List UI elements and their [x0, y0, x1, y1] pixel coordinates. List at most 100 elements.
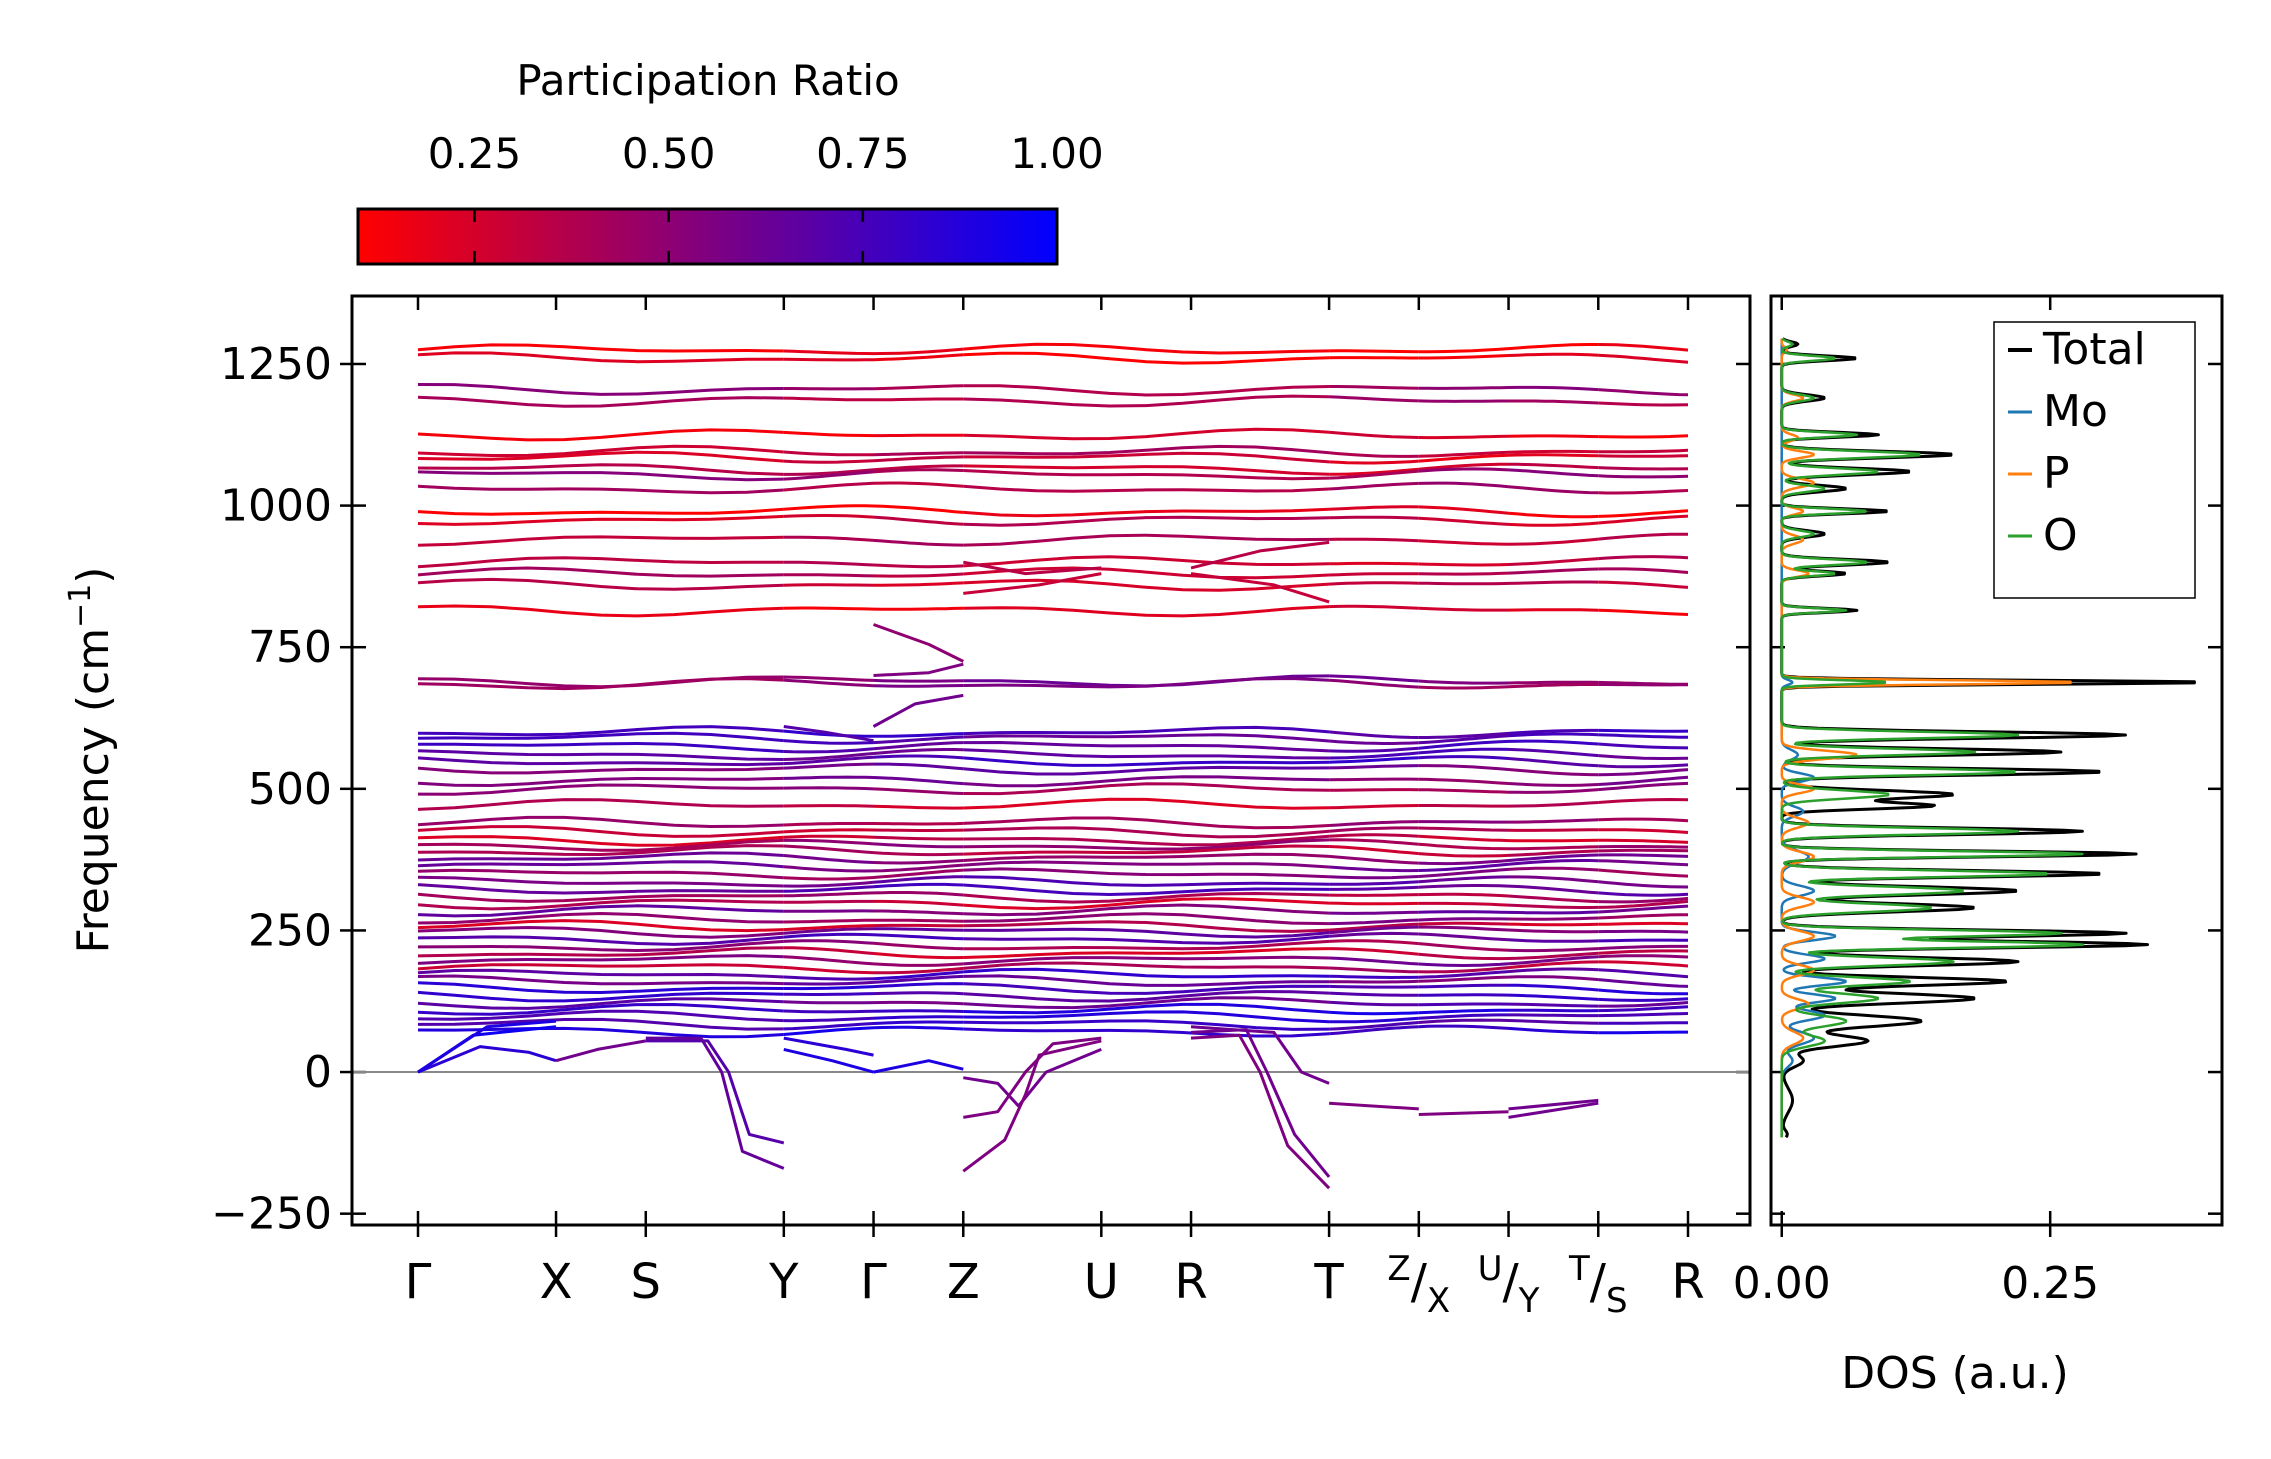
phonon-band: [1598, 491, 1688, 494]
phonon-band: [1598, 730, 1688, 731]
y-tick-label: −250: [211, 1189, 332, 1240]
phonon-band: [874, 984, 964, 987]
phonon-band: [963, 767, 1329, 774]
phonon-band: [784, 351, 874, 354]
phonon-band: [1509, 868, 1599, 870]
phonon-band: [1329, 941, 1419, 944]
phonon-band: [963, 557, 1329, 566]
phonon-band: [418, 827, 784, 837]
phonon-band: [1598, 847, 1688, 848]
phonon-band: [963, 877, 1329, 886]
phonon-band: [1509, 770, 1599, 775]
phonon-band-dispersive: [874, 1061, 964, 1072]
phonon-band: [1598, 970, 1688, 977]
phonon-band: [1329, 483, 1419, 489]
phonon-band: [1509, 924, 1599, 925]
phonon-band: [1329, 968, 1419, 972]
phonon-band: [1419, 1020, 1509, 1022]
phonon-band: [1329, 835, 1419, 836]
phonon-band: [784, 830, 874, 832]
phonon-band: [418, 744, 784, 752]
phonon-band: [1509, 930, 1599, 932]
k-point-label: S: [631, 1254, 661, 1310]
phonon-band: [1419, 934, 1509, 940]
k-point-label: Y: [768, 1254, 799, 1310]
phonon-band-dispersive: [1191, 1030, 1329, 1177]
phonon-band: [1419, 1004, 1509, 1005]
phonon-band-dispersive: [418, 1027, 556, 1072]
phonon-band: [418, 509, 784, 514]
phonon-band: [1509, 749, 1599, 755]
y-tick-label: 750: [248, 622, 332, 673]
phonon-band: [1419, 564, 1509, 565]
phonon-band: [874, 470, 964, 472]
phonon-band: [963, 750, 1329, 758]
phonon-band: [1598, 915, 1688, 918]
phonon-band: [963, 828, 1329, 837]
phonon-band: [1419, 766, 1509, 770]
phonon-band: [1329, 790, 1419, 791]
phonon-band: [963, 963, 1329, 968]
phonon-band-dispersive: [1419, 1112, 1509, 1115]
phonon-band: [1509, 1021, 1599, 1024]
phonon-band: [1329, 920, 1419, 924]
phonon-band: [1419, 401, 1509, 402]
phonon-band: [963, 535, 1329, 545]
phonon-band: [1329, 856, 1419, 863]
phonon-band: [1598, 436, 1688, 437]
phonon-band: [1509, 451, 1599, 452]
phonon-band: [1419, 388, 1509, 389]
phonon-band: [874, 1027, 964, 1029]
phonon-band: [1598, 819, 1688, 821]
phonon-band: [784, 398, 874, 400]
phonon-band: [1598, 610, 1688, 614]
phonon-band: [1509, 995, 1599, 999]
phonon-band: [1329, 574, 1419, 575]
phonon-band: [1329, 1018, 1419, 1022]
k-point-label-sup: T: [1568, 1249, 1590, 1289]
phonon-band: [1509, 734, 1599, 736]
phonon-band: [418, 877, 784, 886]
phonon-band: [1598, 476, 1688, 477]
phonon-band: [874, 954, 964, 958]
phonon-band: [1598, 893, 1688, 895]
band-structure-panel: Frequency (cm−1) −250025050075010001250 …: [63, 296, 1750, 1321]
phonon-band: [874, 743, 964, 749]
phonon-band: [1329, 539, 1419, 541]
phonon-band: [874, 483, 964, 486]
phonon-band: [1329, 933, 1419, 936]
phonon-band: [1509, 464, 1599, 467]
phonon-band: [1329, 766, 1419, 768]
phonon-band: [1329, 840, 1419, 844]
phonon-band: [1509, 569, 1599, 573]
phonon-band: [1598, 403, 1688, 405]
phonon-band: [784, 483, 874, 490]
phonon-band: [418, 568, 784, 576]
phonon-band: [418, 486, 784, 492]
phonon-band: [1329, 976, 1419, 977]
phonon-band: [1509, 685, 1599, 687]
phonon-band: [1329, 867, 1419, 871]
phonon-band: [1509, 790, 1599, 793]
phonon-band: [1419, 1015, 1509, 1018]
phonon-band: [963, 509, 1329, 516]
phonon-band: [874, 844, 964, 847]
phonon-band: [963, 429, 1329, 439]
phonon-band: [874, 583, 964, 585]
phonon-band: [1419, 749, 1509, 753]
phonon-band: [784, 506, 874, 510]
phonon-band: [418, 537, 784, 545]
phonon-band: [418, 800, 784, 810]
y-tick-label: 0: [304, 1047, 332, 1098]
phonon-band: [784, 846, 874, 853]
phonon-band: [1509, 487, 1599, 493]
phonon-band: [1598, 744, 1688, 748]
phonon-band: [1329, 1002, 1419, 1005]
k-point-label: Γ: [405, 1254, 432, 1310]
phonon-band: [1509, 387, 1599, 389]
phonon-band: [874, 823, 964, 824]
phonon-band: [784, 806, 874, 807]
k-point-label-main: Γ: [405, 1254, 432, 1310]
phonon-band: [1329, 877, 1419, 878]
